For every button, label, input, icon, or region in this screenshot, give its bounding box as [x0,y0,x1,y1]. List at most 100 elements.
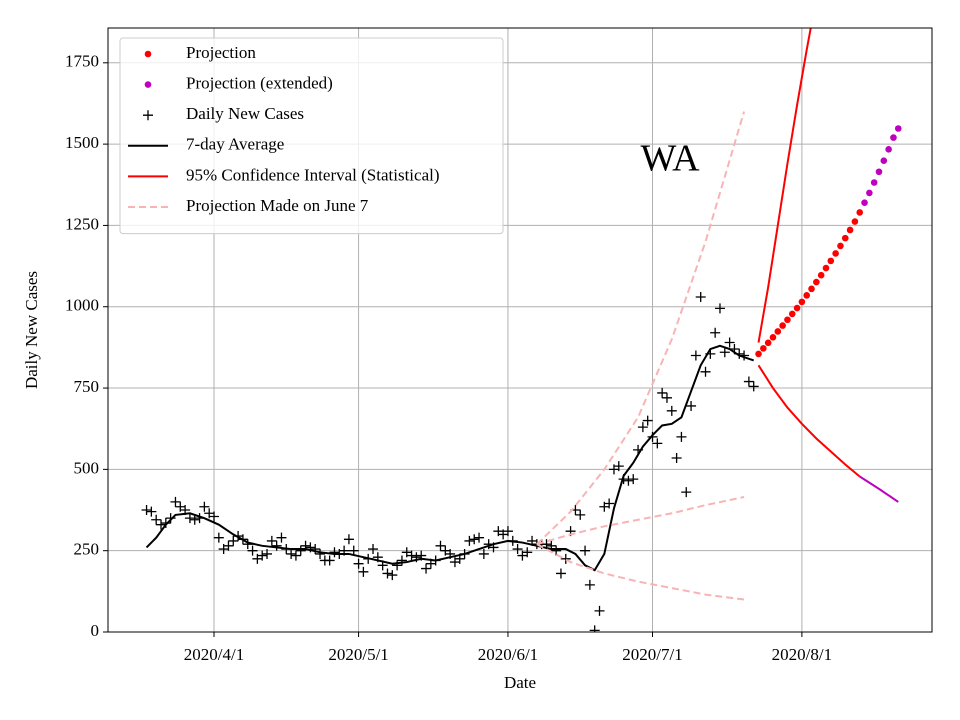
legend-swatch [144,81,152,88]
projection-dot [837,242,844,250]
legend-label: Daily New Cases [186,104,304,123]
case-marker [382,568,393,579]
case-marker [469,534,480,545]
case-marker [257,550,268,561]
projection-dot [894,125,902,132]
case-marker [671,452,682,463]
projection-dot [798,298,806,306]
case-marker [686,400,697,411]
case-marker [560,553,571,564]
projection-dot [846,226,854,234]
case-marker [396,555,407,566]
case-marker [652,438,663,449]
legend-label: Projection (extended) [186,74,333,93]
case-marker [464,535,475,546]
case-marker [421,563,432,574]
case-marker [165,513,176,524]
case-marker [353,558,364,569]
axes: 0 250 500 750 1000 1250 1500 1750 2020/4/1 2020/5… [65,52,832,664]
legend-swatch [143,110,153,121]
case-marker [324,555,335,566]
case-marker [343,534,354,545]
x-tick-label: 2020/5/1 [328,645,388,664]
projection-dot [861,199,868,206]
case-marker [700,366,711,377]
projection-dot [866,189,873,197]
case-marker [657,387,668,398]
case-marker [584,579,595,590]
case-marker [295,545,306,556]
projection-dot [793,304,801,312]
x-axis-label: Date [504,673,536,692]
case-marker [262,548,273,559]
dashed-upper [536,111,746,545]
case-marker [676,431,687,442]
case-marker [522,547,533,558]
case-marker [199,501,210,512]
projection-dot [788,310,796,318]
case-marker [647,431,658,442]
legend-label: Projection Made on June 7 [186,196,369,215]
case-marker [286,548,297,559]
projection-dot [880,157,888,165]
y-tick-label: 1250 [65,214,99,233]
projection-dot [779,322,786,329]
case-marker [170,496,181,507]
projection-dot [760,345,767,352]
case-marker [435,540,446,551]
case-marker [743,376,754,387]
case-marker [551,545,562,556]
case-marker [719,347,730,358]
case-marker [209,511,220,522]
plot-area [141,28,902,632]
case-marker [146,506,157,517]
case-marker [228,535,239,546]
case-marker [748,381,759,392]
case-marker [406,550,417,561]
case-marker [358,566,369,577]
y-tick-label: 250 [74,540,100,559]
legend-label: 7-day Average [186,135,284,154]
dashed-values [536,496,745,546]
case-marker [589,625,600,632]
case-marker [724,337,735,348]
case-marker [628,474,639,485]
case-marker [151,514,162,525]
y-tick-label: 1750 [65,52,99,71]
case-marker [594,605,605,616]
projection-dot [875,168,883,176]
projection-dot [827,257,835,265]
projection-dot [817,271,825,279]
case-marker [575,509,586,520]
projection-dot [803,292,811,299]
y-tick-label: 1000 [65,296,99,315]
projection-dot [755,350,762,358]
legend-box [119,37,504,235]
legend-label: Projection [186,43,256,62]
line [145,344,755,572]
case-marker [266,535,277,546]
case-marker [141,505,152,516]
case-marker [315,548,326,559]
case-marker [184,513,195,524]
projection-dot [764,339,772,347]
projection-dot [841,234,849,242]
projection-dot [885,146,892,153]
case-marker [160,518,171,529]
projection-dot [808,285,815,293]
projection-dot [870,179,878,186]
case-marker [310,544,321,555]
annotation: WA [640,138,700,180]
case-marker [695,291,706,302]
case-marker [512,544,523,555]
case-marker [387,570,398,581]
case-marker [623,475,634,486]
legend-label: 95% Confidence Interval (Statistical) [186,165,440,184]
case-marker [271,540,282,551]
lower-bound [757,364,861,478]
y-axis-label: Daily New Cases [22,271,41,389]
case-marker [368,544,379,555]
y-tick-label: 500 [74,458,100,477]
case-marker [714,303,725,314]
